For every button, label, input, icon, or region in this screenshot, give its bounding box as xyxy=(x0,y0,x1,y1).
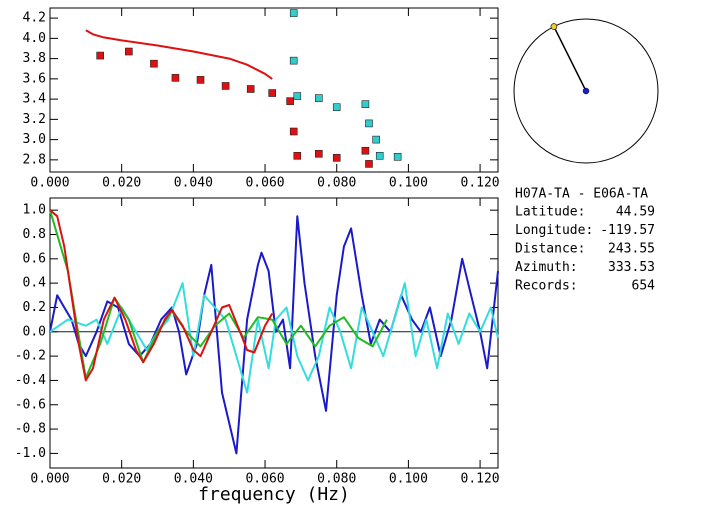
compass-circle xyxy=(513,18,659,164)
x-tick-label: 0.040 xyxy=(174,472,213,487)
y-tick-label: 1.0 xyxy=(23,203,46,218)
marker xyxy=(286,97,294,105)
y-tick-label: 0.2 xyxy=(23,300,46,315)
field-value: 243.55 xyxy=(608,242,655,257)
azimuth-needle xyxy=(553,26,587,92)
x-tick-label: 0.000 xyxy=(30,472,69,487)
field-value: -119.57 xyxy=(600,223,655,238)
y-tick-label: 2.8 xyxy=(23,152,46,167)
marker xyxy=(96,51,104,60)
y-tick-label: 4.2 xyxy=(23,11,46,26)
marker xyxy=(375,152,384,160)
series-line xyxy=(49,209,274,382)
field-label: Distance: xyxy=(515,242,585,257)
x-axis-label: frequency (Hz) xyxy=(198,484,350,505)
x-tick-label: 0.020 xyxy=(102,472,141,487)
marker xyxy=(221,82,230,90)
y-tick-label: -0.6 xyxy=(15,397,46,412)
marker xyxy=(314,94,323,102)
x-tick-label: 0.060 xyxy=(245,472,284,487)
y-tick-label: 0.8 xyxy=(23,227,46,242)
y-tick-label: -1.0 xyxy=(15,446,46,461)
marker xyxy=(332,103,341,112)
marker xyxy=(332,154,341,162)
x-tick-label: 0.120 xyxy=(461,176,500,191)
marker xyxy=(246,85,255,93)
field-value: 333.53 xyxy=(608,260,655,275)
marker xyxy=(293,152,302,160)
marker xyxy=(372,135,380,144)
series-line xyxy=(85,29,273,80)
marker xyxy=(125,47,133,56)
y-tick-label: 3.4 xyxy=(23,92,47,107)
field-label: Azimuth: xyxy=(515,260,578,275)
series-line xyxy=(49,282,499,394)
marker xyxy=(196,76,205,84)
y-tick-label: 0.6 xyxy=(23,251,46,266)
x-tick-label: 0.080 xyxy=(317,176,356,191)
marker xyxy=(150,59,158,68)
field-label: Latitude: xyxy=(515,205,585,220)
marker xyxy=(289,127,298,136)
center-dot xyxy=(582,87,590,95)
marker xyxy=(361,146,370,155)
y-tick-label: 0.0 xyxy=(23,324,46,339)
marker xyxy=(314,149,323,158)
marker xyxy=(393,153,402,161)
x-tick-label: 0.020 xyxy=(102,176,141,191)
y-tick-label: -0.8 xyxy=(15,422,46,437)
x-tick-label: 0.100 xyxy=(389,176,428,191)
field-value: 44.59 xyxy=(616,205,655,220)
marker xyxy=(361,100,370,108)
marker xyxy=(268,89,277,97)
plot-frame xyxy=(49,7,499,173)
marker xyxy=(289,9,298,17)
y-tick-label: 4.0 xyxy=(23,31,46,46)
marker xyxy=(289,56,298,65)
end-dot xyxy=(550,23,558,30)
y-tick-label: 3.6 xyxy=(23,71,46,86)
marker xyxy=(365,119,373,128)
marker xyxy=(365,160,373,168)
field-value: 654 xyxy=(632,279,656,294)
series-line xyxy=(49,209,388,379)
plot-frame xyxy=(49,197,499,469)
marker xyxy=(171,74,180,82)
field-label: Records: xyxy=(515,279,578,294)
x-tick-label: 0.100 xyxy=(389,472,428,487)
y-tick-label: 0.4 xyxy=(23,276,47,291)
y-tick-label: 3.8 xyxy=(23,51,46,66)
x-tick-label: 0.000 xyxy=(30,176,69,191)
y-tick-label: -0.2 xyxy=(15,349,46,364)
y-tick-label: -0.4 xyxy=(15,373,46,388)
x-tick-label: 0.120 xyxy=(461,472,500,487)
field-label: Longitude: xyxy=(515,223,593,238)
station-title: H07A-TA - E06A-TA xyxy=(515,187,648,202)
y-tick-label: 3.2 xyxy=(23,112,46,127)
x-tick-label: 0.080 xyxy=(317,472,356,487)
marker xyxy=(293,92,302,100)
x-tick-label: 0.060 xyxy=(245,176,284,191)
x-tick-label: 0.040 xyxy=(174,176,213,191)
y-tick-label: 3.0 xyxy=(23,132,46,147)
